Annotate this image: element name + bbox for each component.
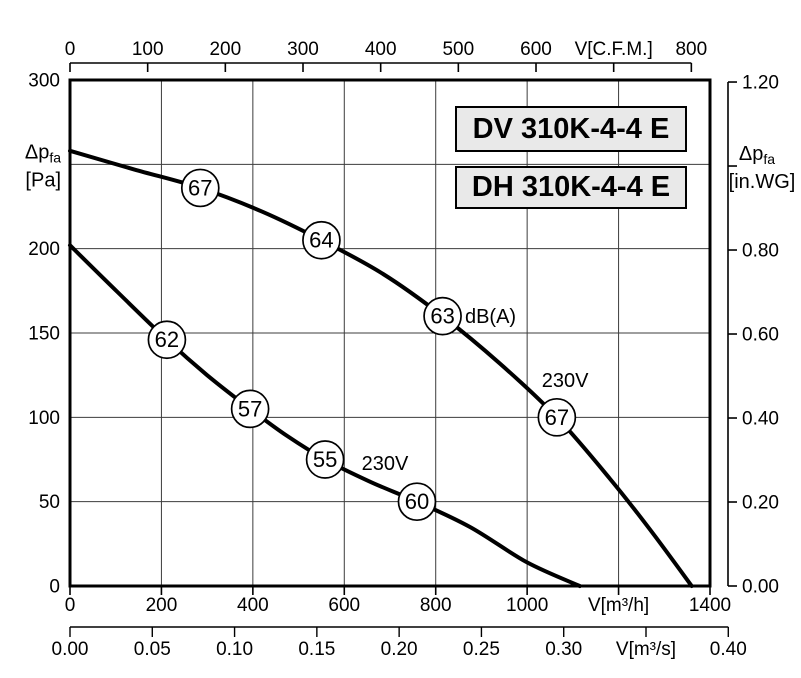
db-marker-circle	[537, 397, 577, 437]
secondary-axis-tick-label: 0.20	[381, 639, 418, 660]
bottom-axis-tick-label: 800	[420, 595, 452, 616]
db-marker-lower-57: 57	[230, 389, 270, 429]
right-axis-tick-label: 0.00	[742, 577, 779, 598]
db-marker-value: 60	[405, 489, 429, 514]
secondary-axis-tick-label: 0.25	[463, 639, 500, 660]
right-axis-tick-label: 0.80	[742, 241, 779, 262]
db-marker-upper-67: 67	[180, 168, 220, 208]
top-axis-tick-label: 0	[65, 39, 76, 60]
top-axis-tick-label: 300	[287, 39, 319, 60]
db-marker-value: 67	[545, 405, 569, 430]
left-axis-tick-label: 0	[49, 577, 60, 598]
db-marker-circle	[230, 389, 270, 429]
fan-curve-upper	[68, 148, 694, 588]
annotation-dba: dB(A)	[465, 306, 516, 328]
left-axis-tick-label: 100	[28, 408, 60, 429]
grid	[70, 80, 710, 586]
annotation-voltage-2: 230V	[362, 453, 409, 475]
db-marker-lower-60: 60	[397, 482, 437, 522]
secondary-axis-tick-label: 0.40	[710, 639, 747, 660]
secondary-axis-title: V[m³/s]	[616, 639, 676, 660]
right-axis: 0.00 0.20 0.40 0.60 0.80 1.20 Δpfa [in.WG]	[727, 73, 796, 598]
left-axis-tick-label: 200	[28, 239, 60, 260]
bottom-axis-tick-label: 1000	[506, 595, 548, 616]
db-marker-circle	[180, 168, 220, 208]
left-axis: 0 50 100 150 200 300 Δpfa [Pa]	[25, 71, 61, 598]
db-marker-value: 55	[313, 447, 337, 472]
bottom-axis: 0 200 400 600 800 1000 V[m³/h] 1400	[65, 587, 731, 616]
db-marker-circle	[147, 320, 187, 360]
db-marker-circle	[302, 220, 341, 260]
left-axis-title-unit: [Pa]	[25, 169, 61, 191]
top-axis-tick-label: 500	[442, 39, 474, 60]
secondary-axis-tick-label: 0.00	[52, 639, 89, 660]
db-marker-circle	[397, 482, 437, 522]
bottom-axis-title: V[m³/h]	[588, 595, 649, 616]
db-marker-upper-67: 67	[537, 397, 577, 437]
left-axis-tick-label: 50	[39, 492, 60, 513]
db-marker-upper-63: 63	[423, 296, 462, 336]
top-axis-title: V[C.F.M.]	[575, 39, 653, 60]
plot-frame	[68, 78, 712, 588]
secondary-axis-tick-label: 0.10	[216, 639, 253, 660]
db-marker-upper-64: 64	[302, 220, 341, 260]
bottom-axis-tick-label: 200	[146, 595, 178, 616]
bottom-axis-tick-label: 600	[328, 595, 360, 616]
right-axis-tick-label: 0.40	[742, 409, 779, 430]
top-axis-tick-label: 200	[209, 39, 241, 60]
right-axis-tick-label: 0.60	[742, 325, 779, 346]
left-axis-tick-label: 150	[28, 324, 60, 345]
db-marker-lower-55: 55	[305, 440, 345, 479]
bottom-axis-tick-label: 400	[237, 595, 269, 616]
model-label-dv: DV 310K-4-4 E	[455, 106, 687, 152]
annotation-voltage-1: 230V	[542, 370, 589, 392]
db-marker-value: 64	[309, 228, 333, 253]
db-marker-circle	[423, 296, 462, 336]
bottom-axis-tick-label: 0	[65, 595, 76, 616]
bottom-axis-tick-label: 1400	[689, 595, 731, 616]
right-axis-title: Δpfa	[739, 143, 775, 167]
left-axis-title: Δpfa	[25, 141, 61, 165]
secondary-axis-tick-label: 0.15	[298, 639, 335, 660]
right-axis-tick-label: 1.20	[742, 73, 779, 94]
db-marker-value: 57	[238, 396, 262, 421]
db-marker-value: 67	[188, 175, 212, 200]
secondary-axis-tick-label: 0.05	[134, 639, 171, 660]
top-axis-tick-label: 800	[675, 39, 707, 60]
db-marker-value: 62	[155, 327, 179, 352]
top-axis-tick-label: 100	[132, 39, 164, 60]
model-label-dh: DH 310K-4-4 E	[455, 166, 687, 209]
db-marker-lower-62: 62	[147, 320, 187, 360]
secondary-axis-tick-label: 0.30	[545, 639, 582, 660]
fan-curve-lower	[68, 243, 582, 588]
top-axis: 0 100 200 300 400 500 600 V[C.F.M.] 800	[65, 39, 707, 72]
right-axis-tick-label: 0.20	[742, 493, 779, 514]
right-axis-title-unit: [in.WG]	[729, 171, 796, 193]
db-marker-value: 63	[430, 304, 454, 329]
top-axis-tick-label: 600	[520, 39, 552, 60]
db-marker-circle	[305, 440, 345, 479]
left-axis-tick-label: 300	[28, 71, 60, 92]
top-axis-tick-label: 400	[365, 39, 397, 60]
secondary-axis: 0.00 0.05 0.10 0.15 0.20 0.25 0.30 V[m³/s] 0.40	[52, 626, 747, 660]
